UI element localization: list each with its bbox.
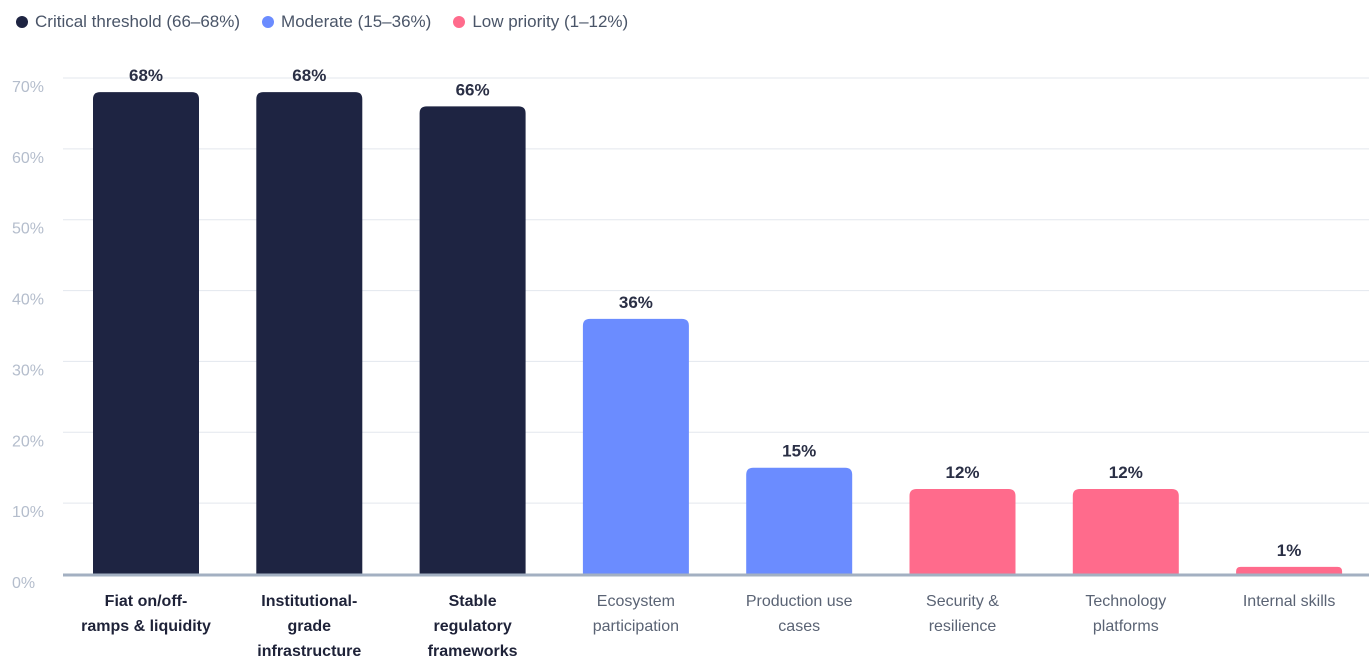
category-label: Production use [746, 593, 853, 610]
bar [419, 106, 526, 576]
category-label: regulatory [433, 618, 511, 635]
y-tick-label: 0% [12, 575, 35, 592]
category-label: Security & [926, 593, 999, 610]
legend: Critical threshold (66–68%) Moderate (15… [16, 12, 628, 32]
y-tick-label: 20% [12, 433, 44, 450]
category-label: Internal skills [1243, 593, 1335, 610]
category-label: platforms [1093, 618, 1159, 635]
bar [909, 488, 1016, 576]
category-label: participation [593, 618, 679, 635]
value-label: 66% [456, 80, 490, 99]
y-tick-label: 30% [12, 362, 44, 379]
y-tick-label: 70% [12, 79, 44, 96]
value-label: 68% [292, 66, 326, 85]
category-label: infrastructure [257, 643, 361, 658]
legend-item-critical: Critical threshold (66–68%) [16, 12, 240, 32]
legend-label-moderate: Moderate (15–36%) [281, 12, 432, 31]
legend-item-low: Low priority (1–12%) [453, 12, 628, 32]
category-label: cases [778, 618, 820, 635]
value-label: 15% [782, 442, 816, 461]
legend-swatch-moderate [262, 16, 275, 28]
value-label: 12% [945, 463, 979, 482]
category-label: Institutional- [261, 593, 357, 610]
y-tick-label: 10% [12, 504, 44, 521]
category-label: Fiat on/off- [105, 593, 188, 610]
bar [1072, 488, 1179, 576]
y-tick-label: 40% [12, 292, 44, 309]
legend-swatch-critical [16, 16, 28, 28]
category-label: Technology [1085, 593, 1166, 610]
value-label: 36% [619, 293, 653, 312]
legend-label-critical: Critical threshold (66–68%) [35, 12, 241, 31]
legend-label-low: Low priority (1–12%) [472, 12, 629, 31]
y-tick-label: 60% [12, 150, 44, 167]
legend-swatch-low [453, 16, 466, 28]
legend-item-moderate: Moderate (15–36%) [262, 12, 431, 32]
value-label: 1% [1277, 541, 1302, 560]
category-label: ramps & liquidity [81, 618, 211, 635]
y-tick-label: 50% [12, 221, 44, 238]
bar [93, 92, 199, 577]
value-label: 68% [129, 66, 163, 85]
category-label: frameworks [428, 643, 518, 658]
category-label: resilience [929, 618, 997, 635]
bar [582, 318, 689, 576]
bar [256, 92, 363, 577]
category-label: grade [288, 618, 332, 635]
value-label: 12% [1109, 463, 1143, 482]
category-label: Ecosystem [597, 593, 675, 610]
category-label: Stable [449, 593, 497, 610]
bar [746, 467, 853, 576]
